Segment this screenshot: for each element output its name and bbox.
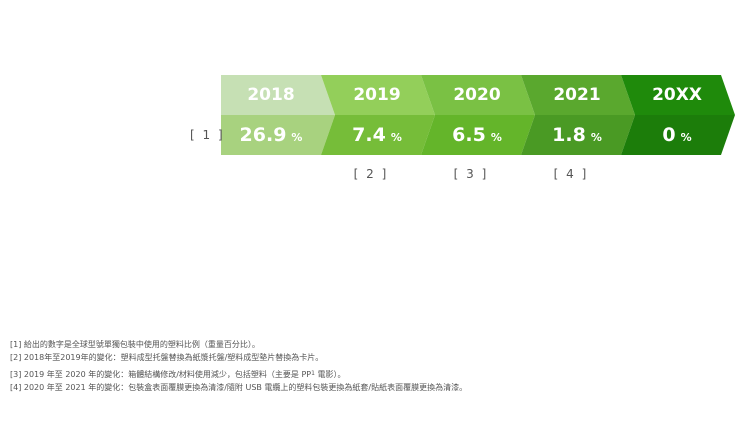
chevron-top-2020 bbox=[421, 75, 535, 115]
value-number: 1.8 bbox=[552, 124, 586, 146]
value-unit: % bbox=[590, 130, 602, 144]
footnote-3-superscript: 1 bbox=[311, 370, 315, 377]
value-number: 0 bbox=[662, 124, 676, 146]
year-label-2018: 2018 bbox=[247, 85, 295, 105]
value-unit: % bbox=[680, 130, 692, 144]
footnotes: [1] 給出的數字是全球型號單獨包裝中使用的塑料比例（重量百分比）。 [2] 2… bbox=[10, 339, 745, 394]
row-label-note-1: [ 1 ] bbox=[190, 128, 225, 142]
value-label-2021: 1.8% bbox=[529, 115, 625, 155]
chevron-bottom-2019 bbox=[321, 115, 435, 155]
year-label-2020: 2020 bbox=[453, 85, 501, 105]
value-unit: % bbox=[490, 130, 502, 144]
value-number: 7.4 bbox=[352, 124, 386, 146]
arrow-chevrons bbox=[221, 75, 735, 155]
year-label-2019: 2019 bbox=[353, 85, 401, 105]
chevron-bottom-2020 bbox=[421, 115, 535, 155]
footnote-4: [4] 2020 年至 2021 年的變化：包裝盒表面覆膜更換為清漆/隨附 US… bbox=[10, 382, 468, 392]
value-unit: % bbox=[291, 130, 303, 144]
footnote-2: [2] 2018年至2019年的變化：塑料成型托盤替換為紙漿托盤/塑料成型墊片替… bbox=[10, 352, 324, 362]
chevron-bottom-20XX bbox=[621, 115, 735, 155]
value-label-2018: 26.9% bbox=[221, 115, 321, 155]
note-ref-2: [ 2 ] bbox=[353, 167, 389, 181]
value-label-20XX: 0% bbox=[629, 115, 725, 155]
chevron-top-2018 bbox=[221, 75, 335, 115]
chevron-bottom-2018 bbox=[221, 115, 335, 155]
chevron-bottom-2021 bbox=[521, 115, 635, 155]
value-number: 26.9 bbox=[239, 124, 287, 146]
value-number: 6.5 bbox=[452, 124, 486, 146]
footnote-1: [1] 給出的數字是全球型號單獨包裝中使用的塑料比例（重量百分比）。 bbox=[10, 340, 260, 349]
chevron-top-20XX bbox=[621, 75, 735, 115]
value-unit: % bbox=[390, 130, 402, 144]
footnote-3: [3] 2019 年至 2020 年的變化：箱體結構修改/材料使用減少，包括塑料… bbox=[10, 369, 745, 382]
footnote-3-text-end: 電影）。 bbox=[314, 370, 346, 379]
chevron-top-2021 bbox=[521, 75, 635, 115]
year-label-2021: 2021 bbox=[553, 85, 601, 105]
value-label-2019: 7.4% bbox=[329, 115, 425, 155]
year-label-20XX: 20XX bbox=[652, 85, 702, 105]
note-ref-4: [ 4 ] bbox=[553, 167, 589, 181]
note-ref-3: [ 3 ] bbox=[453, 167, 489, 181]
chevron-top-2019 bbox=[321, 75, 435, 115]
footnote-3-text: [3] 2019 年至 2020 年的變化：箱體結構修改/材料使用減少，包括塑料… bbox=[10, 370, 312, 379]
value-label-2020: 6.5% bbox=[429, 115, 525, 155]
